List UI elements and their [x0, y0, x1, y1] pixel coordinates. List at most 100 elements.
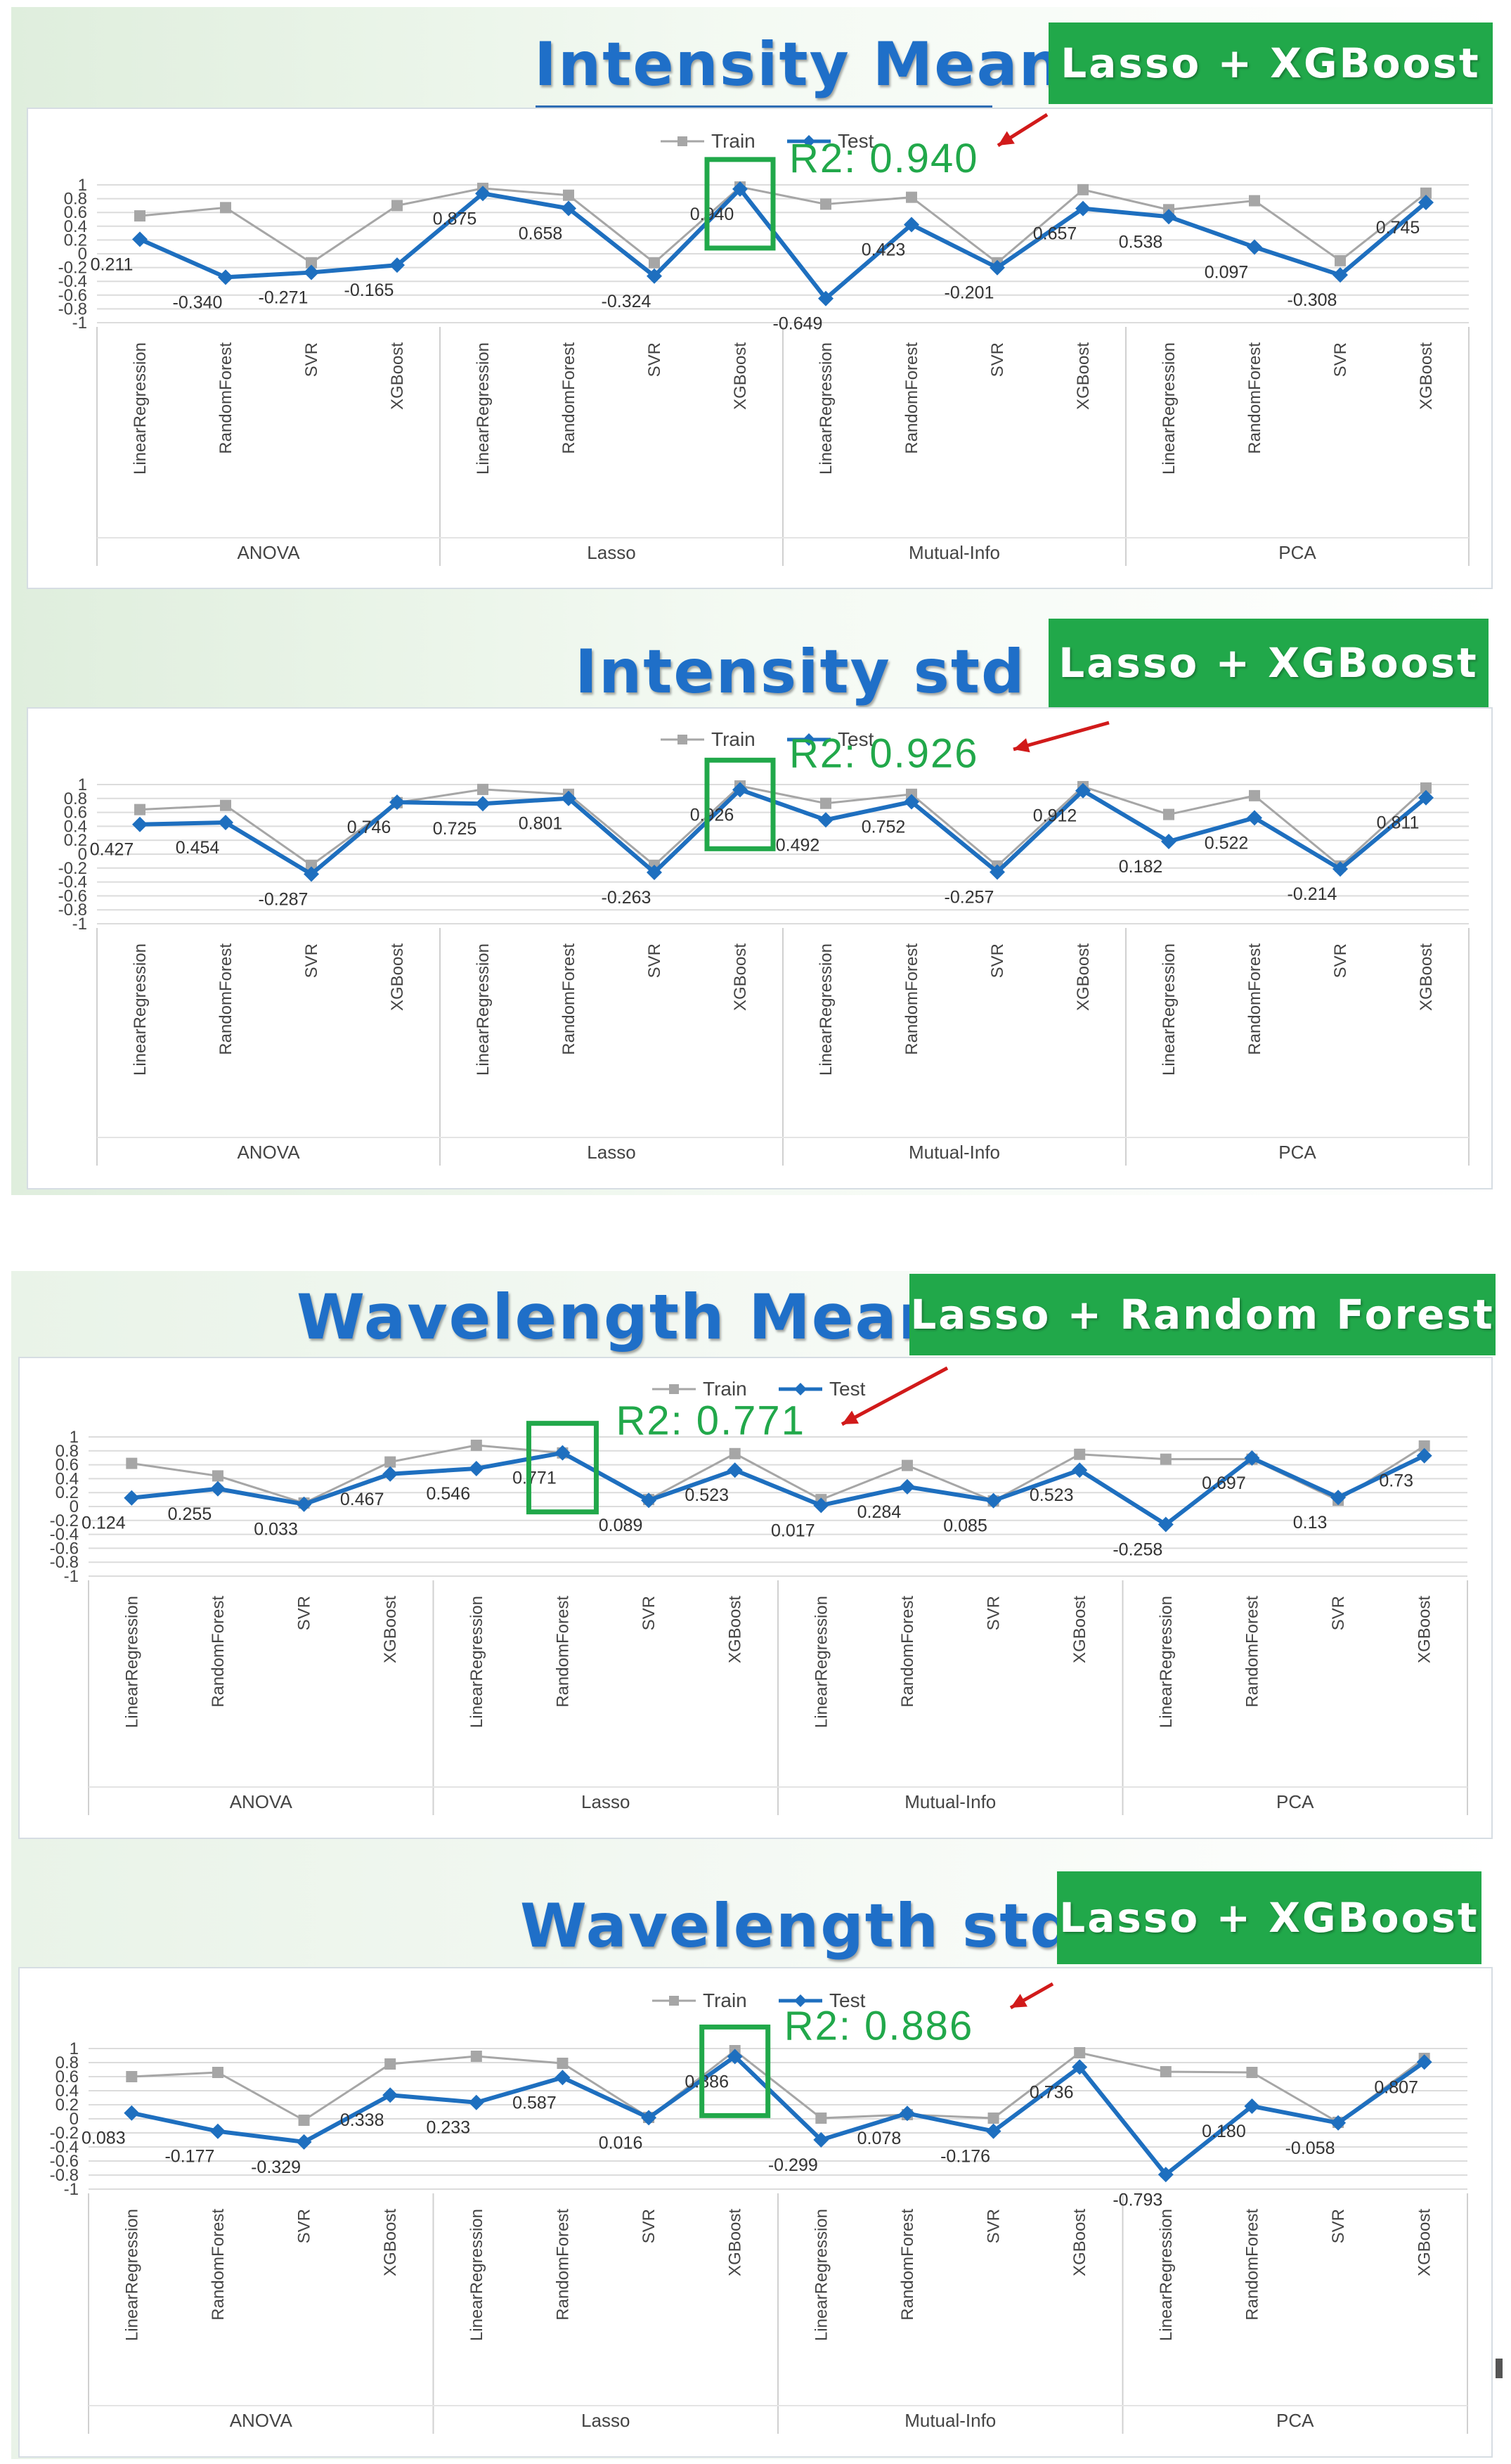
point-train — [298, 2115, 310, 2126]
point-test — [209, 1481, 226, 1497]
y-tick-label: -0.2 — [58, 859, 87, 878]
point-train — [729, 1447, 741, 1459]
point-test — [899, 1478, 915, 1495]
x-tick-label: LinearRegression — [467, 2209, 486, 2341]
series-line-train — [131, 1444, 1425, 1504]
point-test — [468, 1460, 484, 1476]
point-test — [475, 796, 491, 812]
point-test — [132, 231, 148, 247]
data-label: 0.085 — [943, 1516, 987, 1536]
panel-title: Intensity Mean — [534, 30, 1063, 100]
point-test — [1247, 810, 1262, 826]
point-test — [1157, 1516, 1174, 1533]
data-label: 0.016 — [599, 2133, 643, 2153]
point-train — [391, 200, 403, 212]
x-tick-label: RandomForest — [209, 2209, 228, 2321]
panel-title: Wavelength std — [520, 1891, 1075, 1961]
x-tick-label: XGBoost — [381, 2209, 400, 2276]
y-tick-label: -1 — [72, 314, 87, 333]
x-tick-label: SVR — [302, 342, 321, 377]
data-label: -0.201 — [945, 283, 994, 303]
x-tick-label: RandomForest — [898, 1596, 917, 1708]
point-test — [1332, 861, 1348, 877]
point-test — [732, 181, 748, 197]
x-tick-label: RandomForest — [902, 342, 921, 454]
point-train — [1420, 187, 1432, 199]
x-tick-label: SVR — [295, 2209, 314, 2243]
group-label: PCA — [1276, 1791, 1314, 1812]
data-label: 0.089 — [599, 1516, 643, 1535]
point-test — [985, 1492, 1001, 1509]
data-label: 0.423 — [862, 240, 906, 260]
data-label: 0.338 — [340, 2110, 384, 2130]
point-test — [1072, 2059, 1088, 2075]
y-tick-label: 0.8 — [64, 190, 87, 209]
legend-marker — [803, 135, 815, 148]
point-train — [987, 2113, 999, 2124]
point-test — [555, 2070, 571, 2086]
x-tick-label: XGBoost — [731, 943, 750, 1011]
data-label: 0.745 — [1376, 218, 1420, 238]
point-test — [904, 794, 919, 810]
group-label: ANOVA — [230, 2410, 293, 2431]
method-badge: Lasso + XGBoost — [1057, 1871, 1481, 1964]
y-tick-label: 1 — [78, 176, 87, 195]
data-label: -0.214 — [1288, 884, 1337, 904]
point-test — [1072, 1462, 1088, 1478]
point-train — [557, 2058, 569, 2069]
point-test — [990, 864, 1005, 880]
point-train — [1249, 195, 1260, 207]
y-tick-label: 0.8 — [56, 1442, 79, 1461]
best-model-highlight-box — [704, 757, 776, 851]
point-train — [126, 2071, 138, 2082]
point-test — [727, 2049, 743, 2065]
x-tick-label: XGBoost — [726, 2209, 745, 2276]
x-tick-label: LinearRegression — [817, 342, 836, 475]
best-model-highlight-box — [699, 2024, 771, 2118]
r2-callout: R2: 0.886 — [784, 2003, 974, 2049]
x-tick-label: SVR — [1331, 342, 1350, 377]
legend-label: Test — [829, 1378, 866, 1400]
point-test — [818, 290, 834, 307]
point-test — [1247, 239, 1262, 255]
legend-marker — [677, 136, 687, 146]
point-train — [134, 210, 145, 222]
x-tick-label: LinearRegression — [812, 2209, 831, 2341]
x-tick-label: LinearRegression — [131, 342, 150, 475]
data-label: 0.73 — [1379, 1471, 1413, 1491]
point-test — [1418, 789, 1434, 806]
data-label: -0.263 — [602, 888, 651, 908]
x-tick-label: RandomForest — [209, 1596, 228, 1708]
y-tick-label: 0.6 — [56, 2068, 79, 2086]
point-train — [1074, 1448, 1086, 1460]
data-label: 0.736 — [1030, 2082, 1074, 2102]
data-label: -0.271 — [259, 288, 309, 308]
x-tick-label: RandomForest — [1245, 943, 1264, 1055]
point-test — [1161, 833, 1176, 849]
point-train — [220, 799, 231, 811]
point-test — [1416, 2054, 1432, 2070]
data-label: -0.649 — [773, 314, 823, 334]
point-train — [901, 1459, 913, 1471]
data-label: 0.182 — [1119, 857, 1163, 877]
method-badge: Lasso + XGBoost — [1049, 22, 1493, 104]
series-line-test — [139, 787, 1427, 877]
point-train — [212, 1470, 223, 1482]
legend: Train Test — [661, 130, 874, 152]
data-label: -0.793 — [1113, 2190, 1162, 2210]
y-tick-label: -0.4 — [58, 272, 87, 291]
x-tick-label: XGBoost — [731, 342, 750, 410]
line-chart: 10.80.60.40.20-0.2-0.4-0.6-0.8-1 LinearRe… — [58, 721, 1470, 1166]
data-label: 0.211 — [91, 254, 134, 274]
data-label: 0.746 — [347, 818, 391, 837]
x-tick-label: XGBoost — [388, 342, 407, 410]
data-label: -0.329 — [251, 2157, 301, 2177]
point-train — [820, 797, 831, 809]
x-tick-label: XGBoost — [1074, 342, 1093, 410]
x-tick-label: SVR — [988, 342, 1007, 377]
data-label: -0.176 — [940, 2147, 990, 2167]
x-tick-label: SVR — [988, 943, 1007, 978]
data-label: 0.492 — [776, 835, 820, 855]
x-tick-label: LinearRegression — [131, 943, 150, 1076]
group-label: PCA — [1276, 2410, 1314, 2431]
